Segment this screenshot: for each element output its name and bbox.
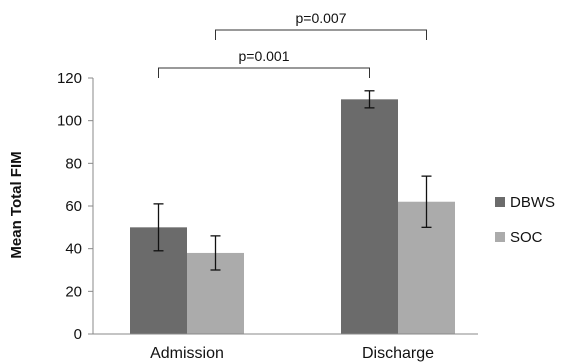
- bracket-1: [158, 67, 370, 78]
- axes: [88, 78, 478, 335]
- error-bars: [153, 90, 432, 271]
- x-tick-label-discharge: Discharge: [362, 345, 434, 362]
- y-tick-label: 60: [65, 198, 82, 215]
- legend-swatch-dbws: [495, 197, 505, 207]
- legend: DBWS SOC: [495, 194, 555, 246]
- p-value-label-2: p=0.007: [296, 10, 347, 26]
- y-axis-ticks: 0 20 40 60 80 100 120: [57, 70, 93, 343]
- legend-label-soc: SOC: [510, 229, 543, 246]
- y-tick-label: 20: [65, 283, 82, 300]
- significance-brackets: p=0.001 p=0.007: [158, 10, 427, 78]
- y-tick-label: 0: [74, 326, 82, 343]
- x-tick-label-admission: Admission: [150, 345, 224, 362]
- bar-dbws-discharge: [341, 99, 398, 334]
- y-tick-label: 100: [57, 113, 82, 130]
- y-axis-label: Mean Total FIM: [8, 151, 25, 258]
- bracket-2: [215, 29, 427, 40]
- y-tick-label: 40: [65, 241, 82, 258]
- x-axis-labels: Admission Discharge: [150, 345, 434, 362]
- p-value-label-1: p=0.001: [239, 48, 290, 64]
- y-tick-label: 120: [57, 70, 82, 87]
- legend-swatch-soc: [495, 232, 505, 242]
- legend-label-dbws: DBWS: [510, 194, 555, 211]
- y-tick-label: 80: [65, 155, 82, 172]
- bars: [130, 99, 455, 334]
